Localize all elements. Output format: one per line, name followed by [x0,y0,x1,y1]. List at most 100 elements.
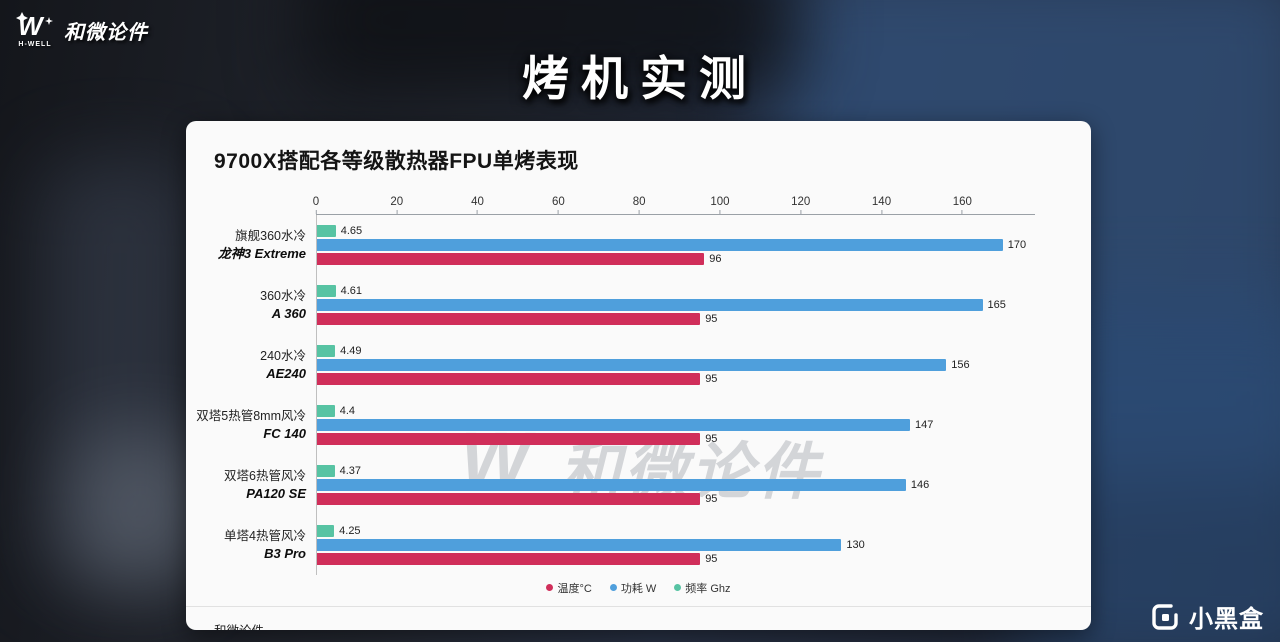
bar-line: 156 [317,359,1035,371]
bar-line: 96 [317,253,1035,265]
category-type: 双塔5热管8mm风冷 [196,408,306,423]
bar-freq [317,285,336,297]
bar-value: 95 [705,493,718,505]
hwell-logo-icon: W H-WELL [14,10,56,48]
bar-temp [317,313,701,325]
category-label: 240水冷 AE240 [196,348,316,382]
legend-dot [546,584,554,591]
bar-temp [317,433,701,445]
category-model: PA120 SE [246,485,306,501]
bar-value: 4.49 [340,345,362,357]
category-label: 360水冷 A 360 [196,288,316,322]
bar-value: 96 [709,253,722,265]
category-type: 旗舰360水冷 [235,228,306,243]
bar-group: 4.49 156 95 [316,335,1035,395]
bar-power [317,479,906,491]
bar-value: 147 [914,419,934,431]
x-axis-tick: 140 [872,196,891,214]
bar-line: 95 [317,313,1035,325]
category-label: 双塔6热管风冷 PA120 SE [196,468,316,502]
x-axis-tick: 120 [791,196,810,214]
tick-label: 100 [710,196,730,208]
bar-power [317,239,1003,251]
legend-dot [674,584,682,591]
bar-temp [317,493,701,505]
x-axis-tick: 80 [633,196,646,214]
bar-line: 95 [317,493,1035,505]
page-title: 烤机实测 [522,52,758,105]
bar-freq [317,525,335,537]
bar-temp [317,553,701,565]
bar-freq [317,405,335,417]
x-axis-tick: 20 [390,196,403,214]
category-type: 单塔4热管风冷 [224,528,306,543]
tick-mark [961,210,963,214]
chart-row: 双塔5热管8mm风冷 FC 140 4.4 147 95 [196,395,1035,455]
tick-mark [477,210,479,214]
bar-power [317,539,842,551]
bar-value: 4.61 [340,285,363,297]
legend-item: 功耗 W [609,580,656,596]
hwell-brand: W H-WELL 和微论件 [14,10,148,48]
heybox-logo-text: 小黑盒 [1189,606,1264,633]
category-label: 双塔5热管8mm风冷 FC 140 [196,408,316,442]
tick-mark [315,210,317,214]
category-model: 龙神3 Extreme [217,245,306,261]
heybox-brand: 小黑盒 [1150,599,1264,634]
tick-label: 80 [632,196,646,208]
bar-group: 4.25 130 95 [316,515,1035,575]
category-model: A 360 [271,305,306,321]
bar-line: 4.65 [317,225,1035,237]
bar-line: 146 [317,479,1035,491]
x-axis-tick: 60 [552,196,565,214]
bar-freq [317,465,335,477]
tick-label: 160 [952,196,972,208]
chart-card: 9700X搭配各等级散热器FPU单烤表现 0 20 40 60 80 100 120 140 1… [186,121,1091,630]
category-label: 单塔4热管风冷 B3 Pro [196,528,316,562]
bar-line: 147 [317,419,1035,431]
x-axis-tick: 100 [710,196,730,214]
bar-value: 130 [846,539,865,551]
chart-row: 双塔6热管风冷 PA120 SE 4.37 146 95 [196,455,1035,515]
x-axis-tick: 40 [471,196,484,214]
hwell-logo-sub: H-WELL [18,41,52,48]
x-axis-row: 0 20 40 60 80 100 120 140 160 [196,189,1035,215]
bar-value: 165 [987,299,1006,311]
category-type: 双塔6热管风冷 [224,468,306,483]
bar-line: 95 [317,553,1035,565]
tick-label: 120 [791,196,811,208]
bar-power [317,419,910,431]
bar-group: 4.61 165 95 [316,275,1035,335]
tick-mark [638,210,640,214]
category-type: 360水冷 [260,288,306,303]
category-model: FC 140 [263,425,306,441]
chart-row: 240水冷 AE240 4.49 156 95 [196,335,1035,395]
chart-rows: 旗舰360水冷龙神3 Extreme 4.65 170 96 360水冷 A 360 4.6… [196,215,1035,575]
w-logo-icon: W [16,11,53,40]
tick-label: 20 [390,196,404,208]
tick-label: 140 [871,196,892,208]
category-model: AE240 [266,365,306,381]
bar-line: 170 [317,239,1035,251]
hwell-logo-text: 和微论件 [64,22,148,44]
x-axis: 0 20 40 60 80 100 120 140 160 [313,189,1035,215]
bar-line: 4.25 [317,525,1035,537]
bar-value: 95 [705,313,718,325]
chart-legend: 温度°C 功耗 W 频率 Ghz [186,578,1091,596]
category-model: B3 Pro [264,545,306,561]
bar-freq [317,345,336,357]
bar-temp [317,373,701,385]
bar-line: 95 [317,373,1035,385]
bar-value: 4.65 [340,225,363,237]
legend-item: 温度°C [546,580,592,596]
bar-line: 4.61 [317,285,1035,297]
tick-mark [719,210,721,214]
category-label: 旗舰360水冷龙神3 Extreme [196,228,316,262]
bar-line: 130 [317,539,1035,551]
tick-mark [396,210,398,214]
legend-item: 频率 Ghz [674,580,731,596]
bar-value: 95 [705,433,718,445]
bar-line: 95 [317,433,1035,445]
chart-row: 360水冷 A 360 4.61 165 95 [196,275,1035,335]
background-blob [300,0,800,100]
